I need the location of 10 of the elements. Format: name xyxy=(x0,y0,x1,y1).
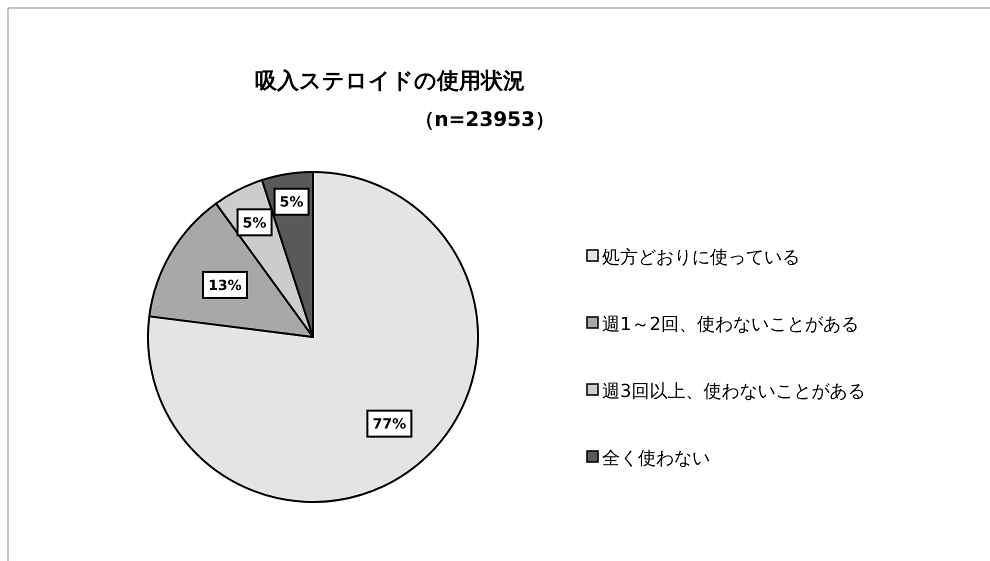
legend-label: 処方どおりに使っている xyxy=(602,247,800,268)
legend-label: 週1～2回、使わないことがある xyxy=(602,314,859,335)
chart-subtitle: （n=23953） xyxy=(414,107,555,131)
legend-label: 週3回以上、使わないことがある xyxy=(602,381,866,402)
data-label: 13% xyxy=(208,278,242,294)
data-label: 5% xyxy=(242,215,266,232)
data-label: 77% xyxy=(372,416,406,433)
chart-title: 吸入ステロイドの使用状況 xyxy=(255,69,525,94)
data-label: 5% xyxy=(280,194,304,211)
legend-label: 全く使わない xyxy=(602,448,710,469)
